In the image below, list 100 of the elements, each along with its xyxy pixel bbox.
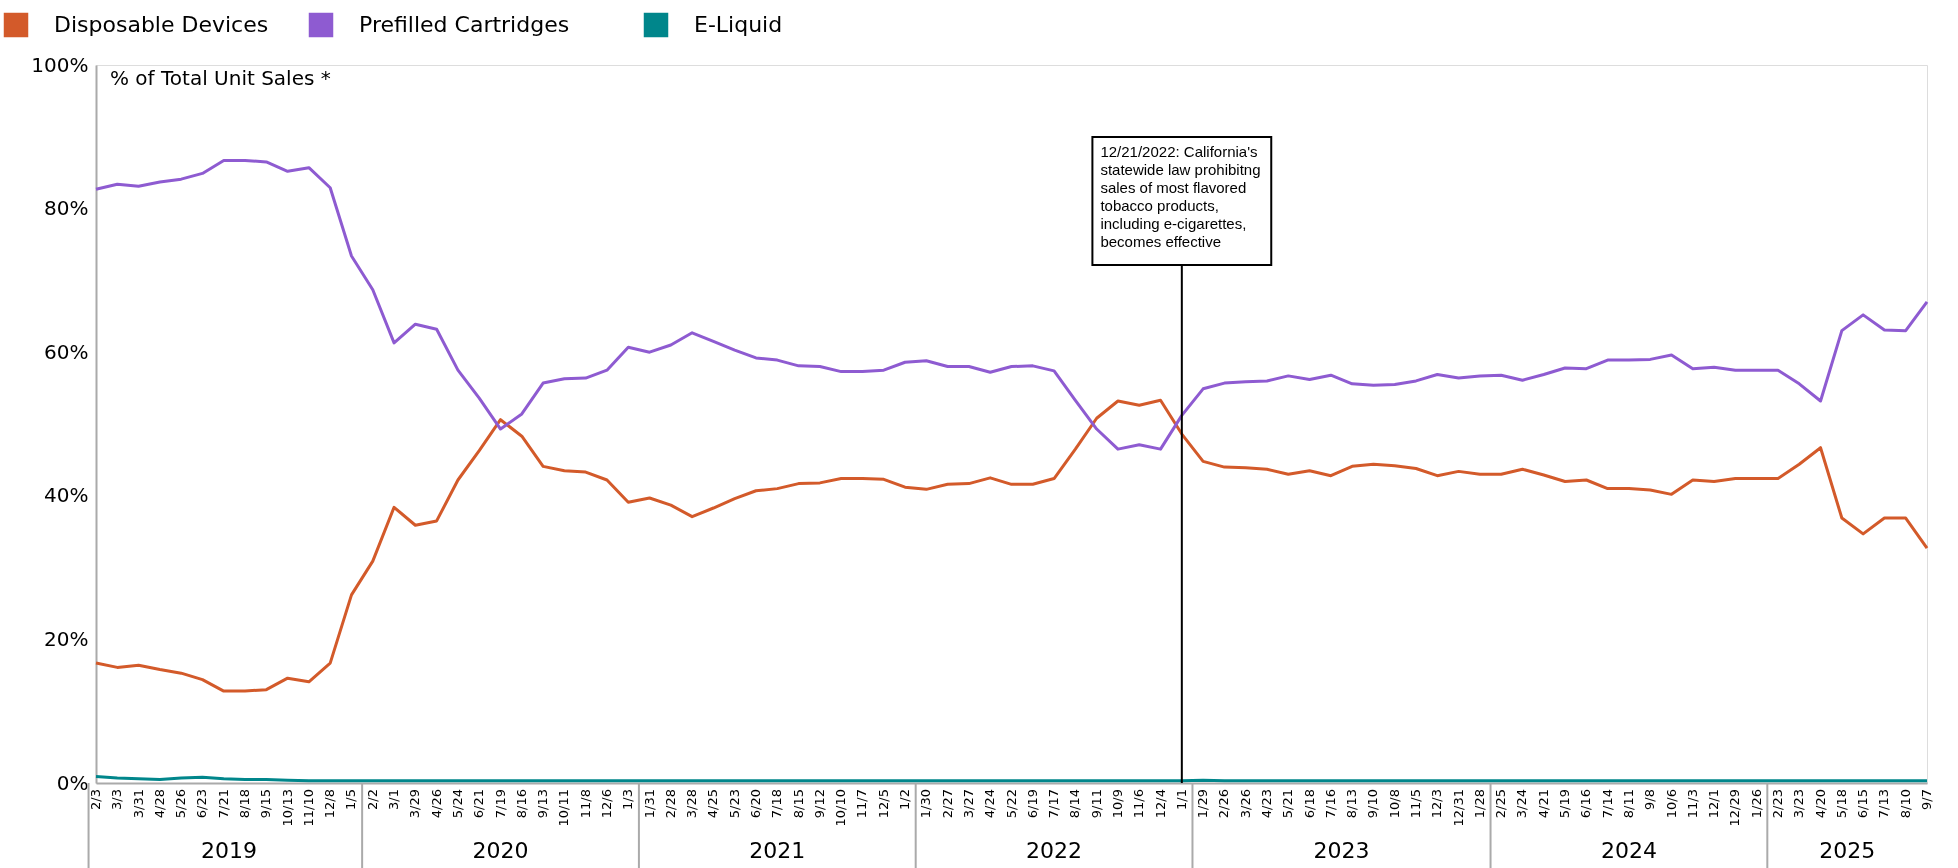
x-tick-label: 6/19 xyxy=(1024,789,1040,819)
x-tick-label: 12/31 xyxy=(1450,789,1466,827)
x-tick-label: 1/30 xyxy=(918,789,934,819)
x-tick-label: 1/5 xyxy=(343,789,359,810)
x-tick-label: 4/26 xyxy=(428,789,444,819)
x-tick-label: 3/24 xyxy=(1514,789,1530,819)
x-tick-label: 9/15 xyxy=(258,789,274,819)
x-tick-label: 7/17 xyxy=(1046,789,1062,819)
x-tick-label: 3/28 xyxy=(684,789,700,819)
x-tick-label: 1/2 xyxy=(897,789,913,810)
text: 2021 xyxy=(749,838,806,863)
x-tick-label: 6/16 xyxy=(1578,789,1594,819)
x-tick-label: 3/3 xyxy=(109,789,125,810)
x-tick-label: 12/3 xyxy=(1429,789,1445,819)
line-series xyxy=(94,158,1929,451)
x-tick-label: 8/16 xyxy=(513,789,529,819)
x-tick-label: 11/8 xyxy=(577,789,593,819)
y-tick-label: 40% xyxy=(44,483,89,508)
x-tick-label: 8/13 xyxy=(1344,789,1360,819)
x-tick-label: 10/8 xyxy=(1386,789,1402,819)
legend-label: Prefilled Cartridges xyxy=(359,12,570,37)
x-tick-label: 5/26 xyxy=(173,789,189,819)
x-tick-label: 10/10 xyxy=(833,789,849,827)
x-tick-label: 11/7 xyxy=(854,789,870,819)
x-tick-label: 2/28 xyxy=(662,789,678,819)
x-tick-label: 11/3 xyxy=(1684,789,1700,819)
y-tick-label: 80% xyxy=(44,196,89,221)
x-tick-label: 2/2 xyxy=(364,789,380,810)
x-tick-label: 6/21 xyxy=(471,789,487,819)
x-tick-label: 9/13 xyxy=(535,789,551,819)
x-tick-label: 7/21 xyxy=(215,789,231,819)
x-tick-label: 7/16 xyxy=(1322,789,1338,819)
x-tick-label: 9/8 xyxy=(1642,789,1658,810)
x-tick-label: 3/31 xyxy=(130,789,146,819)
text: 2025 xyxy=(1819,838,1876,863)
x-tick-label: 11/10 xyxy=(300,789,316,827)
x-tick-label: 7/14 xyxy=(1599,789,1615,819)
x-tick-label: 1/29 xyxy=(1195,789,1211,819)
x-tick-label: 8/10 xyxy=(1897,789,1913,819)
text: 2022 xyxy=(1026,838,1083,863)
x-tick-label: 5/23 xyxy=(726,789,742,819)
text: 2019 xyxy=(201,838,258,863)
x-tick-label: 9/7 xyxy=(1919,789,1934,810)
x-tick-label: 9/12 xyxy=(811,789,827,819)
x-tick-label: 5/24 xyxy=(449,789,465,819)
y-tick-label: 100% xyxy=(31,52,89,77)
x-tick-label: 8/11 xyxy=(1620,789,1636,819)
x-tick-label: 7/19 xyxy=(492,789,508,819)
y-tick-label: 0% xyxy=(56,770,89,795)
line-series xyxy=(94,398,1929,693)
y-tick-label: 60% xyxy=(44,339,89,364)
x-tick-label: 3/1 xyxy=(386,789,402,810)
x-tick-label: 9/11 xyxy=(1088,789,1104,819)
x-tick-label: 5/21 xyxy=(1280,789,1296,819)
x-tick-label: 1/28 xyxy=(1471,789,1487,819)
x-tick-label: 10/13 xyxy=(279,789,295,827)
x-tick-label: 3/29 xyxy=(407,789,423,819)
x-tick-label: 1/1 xyxy=(1173,789,1189,810)
y-tick-label: 20% xyxy=(44,626,89,651)
x-tick-label: 6/20 xyxy=(748,789,764,819)
x-tick-label: 12/8 xyxy=(322,789,338,819)
x-tick-label: 12/29 xyxy=(1727,789,1743,827)
x-tick-label: 3/27 xyxy=(960,789,976,819)
x-tick-label: 4/23 xyxy=(1258,789,1274,819)
x-tick-label: 6/18 xyxy=(1301,789,1317,819)
text: 2024 xyxy=(1600,838,1657,863)
x-tick-label: 2/25 xyxy=(1493,789,1509,819)
x-tick-label: 9/10 xyxy=(1365,789,1381,819)
x-tick-label: 4/21 xyxy=(1535,789,1551,819)
x-tick-label: 10/9 xyxy=(1109,789,1125,819)
x-tick-label: 2/23 xyxy=(1769,789,1785,819)
x-tick-label: 4/28 xyxy=(151,789,167,819)
x-tick-label: 8/14 xyxy=(1067,789,1083,819)
x-tick-label: 8/15 xyxy=(790,789,806,819)
x-tick-label: 3/26 xyxy=(1237,789,1253,819)
text: 2023 xyxy=(1313,838,1370,863)
ref-line-label: 12/21/2022: California's statewide law prohibitng sales of most flavored tobacco products, including e-cigarettes, becomes effective xyxy=(1100,143,1261,250)
x-tick-label: 12/5 xyxy=(875,789,891,819)
legend-label: Disposable Devices xyxy=(54,12,269,37)
text: 2020 xyxy=(472,838,529,863)
x-tick-label: 5/18 xyxy=(1833,789,1849,819)
x-tick-label: 10/11 xyxy=(556,789,572,827)
x-tick-label: 7/13 xyxy=(1876,789,1892,819)
x-tick-label: 12/4 xyxy=(1152,789,1168,819)
x-tick-label: 3/23 xyxy=(1791,789,1807,819)
x-tick-label: 1/3 xyxy=(620,789,636,810)
x-tick-label: 7/18 xyxy=(769,789,785,819)
x-tick-label: 2/26 xyxy=(1216,789,1232,819)
x-tick-label: 1/26 xyxy=(1748,789,1764,819)
x-tick-label: 5/22 xyxy=(1003,789,1019,819)
x-tick-label: 10/6 xyxy=(1663,789,1679,819)
x-tick-label: 12/1 xyxy=(1706,789,1722,819)
y-axis-title: % of Total Unit Sales * xyxy=(110,66,331,90)
x-tick-label: 4/25 xyxy=(705,789,721,819)
x-tick-label: 2/27 xyxy=(939,789,955,819)
x-tick-label: 5/19 xyxy=(1557,789,1573,819)
x-tick-label: 4/20 xyxy=(1812,789,1828,819)
x-tick-label: 6/15 xyxy=(1855,789,1871,819)
x-tick-label: 6/23 xyxy=(194,789,210,819)
x-tick-label: 1/31 xyxy=(641,789,657,819)
